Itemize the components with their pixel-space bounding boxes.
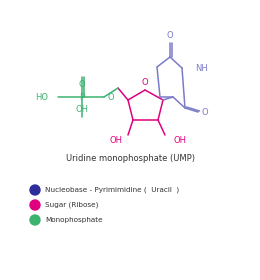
Text: O: O: [79, 80, 85, 88]
Text: OH: OH: [75, 104, 88, 113]
Text: HO: HO: [35, 92, 48, 102]
Text: NH: NH: [195, 64, 208, 73]
Circle shape: [30, 200, 40, 210]
Text: P: P: [79, 92, 85, 102]
Circle shape: [30, 185, 40, 195]
Text: O: O: [142, 78, 148, 87]
Circle shape: [30, 215, 40, 225]
Text: O: O: [167, 31, 173, 39]
Text: OH: OH: [109, 136, 122, 144]
Text: Nucleobase - Pyrimimidine (  Uracil  ): Nucleobase - Pyrimimidine ( Uracil ): [45, 187, 179, 193]
Text: O: O: [108, 92, 114, 102]
Text: Sugar (Ribose): Sugar (Ribose): [45, 202, 98, 208]
Text: Uridine monophosphate (UMP): Uridine monophosphate (UMP): [66, 153, 194, 162]
Text: OH: OH: [173, 136, 186, 144]
Text: Monophosphate: Monophosphate: [45, 217, 103, 223]
Text: O: O: [202, 108, 208, 116]
